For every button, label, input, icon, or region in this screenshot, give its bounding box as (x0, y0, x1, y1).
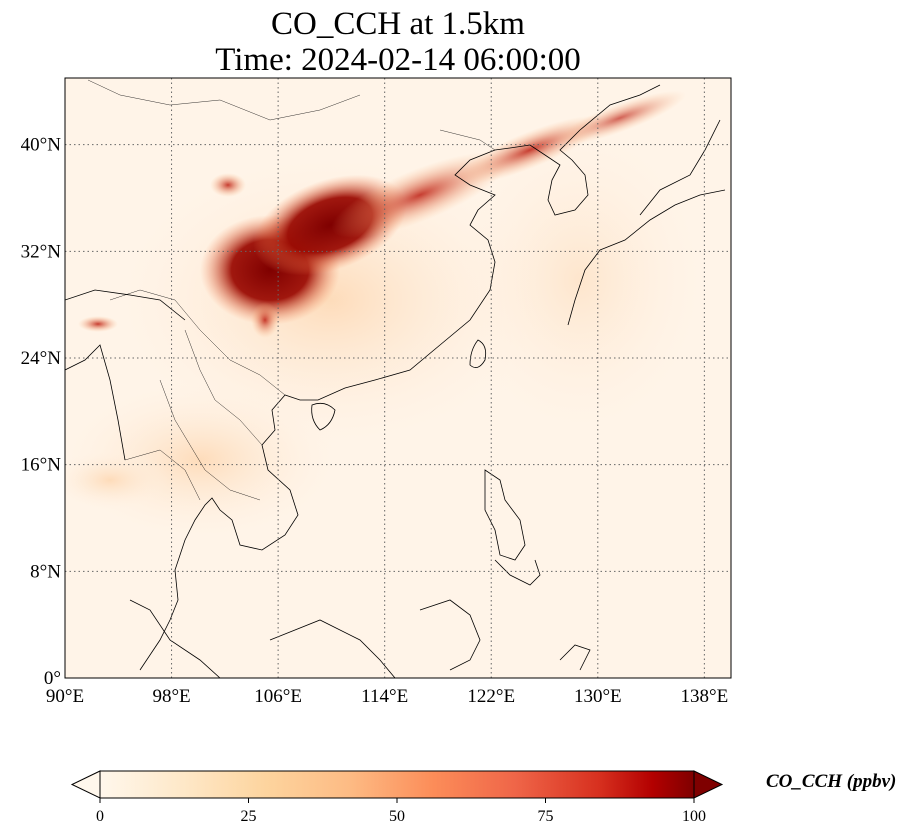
lon-tick-label: 122°E (467, 686, 515, 707)
lon-tick-label: 130°E (574, 686, 622, 707)
lat-tick-label: 16°N (21, 455, 62, 476)
lon-tick-label: 106°E (254, 686, 302, 707)
lon-tick-labels: 90°E 98°E 106°E 114°E 122°E 130°E 138°E (46, 686, 728, 707)
lon-tick-label: 90°E (46, 686, 84, 707)
colorbar-extend-high (693, 770, 724, 799)
colorbar-extend-low (70, 770, 101, 799)
lat-tick-label: 40°N (21, 135, 62, 156)
concentration-field (65, 78, 731, 678)
colorbar-tick-label: 75 (538, 808, 554, 825)
coastlines (65, 84, 726, 678)
colorbar: 0 25 50 75 100 (70, 770, 724, 825)
lat-tick-label: 32°N (21, 241, 62, 262)
country-borders (87, 79, 496, 501)
lat-tick-labels: 0° 8°N 16°N 24°N 32°N 40°N (21, 135, 62, 689)
colorbar-tick-label: 100 (682, 808, 706, 825)
colorbar-tick-label: 50 (389, 808, 405, 825)
lat-tick-label: 0° (44, 668, 61, 689)
gridlines (65, 78, 731, 678)
lat-tick-label: 24°N (21, 348, 62, 369)
co-plume (78, 90, 686, 338)
map-frame (64, 77, 732, 679)
lat-tick-label: 8°N (30, 561, 61, 582)
lon-tick-label: 114°E (361, 686, 408, 707)
lon-tick-label: 138°E (681, 686, 729, 707)
plot-title-line2: Time: 2024-02-14 06:00:00 (215, 42, 581, 78)
colorbar-tick-label: 0 (96, 808, 104, 825)
plot-title-line1: CO_CCH at 1.5km (271, 6, 525, 42)
lon-tick-label: 98°E (152, 686, 190, 707)
colorbar-label: CO_CCH (ppbv) (766, 771, 897, 792)
colorbar-tick-label: 25 (241, 808, 257, 825)
